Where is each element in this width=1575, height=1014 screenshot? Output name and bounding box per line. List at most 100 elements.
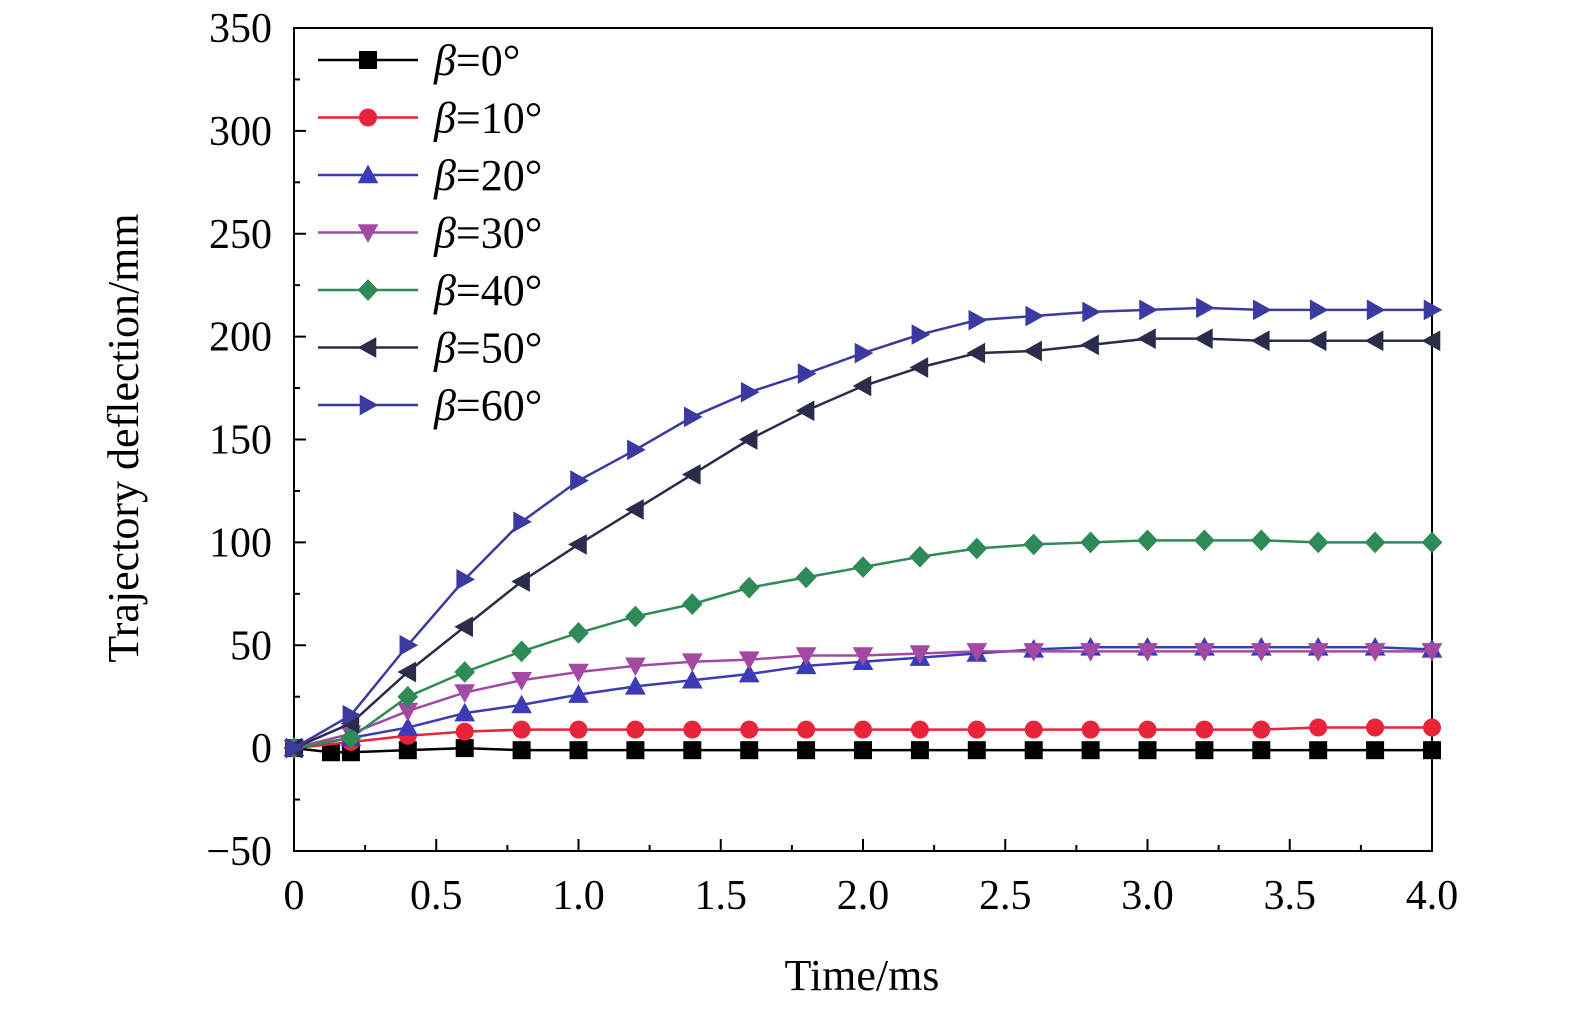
data-point: [910, 720, 929, 739]
data-point: [456, 569, 476, 590]
data-point: [1421, 531, 1443, 554]
data-point: [854, 720, 872, 739]
data-point: [738, 429, 758, 450]
data-point: [738, 576, 760, 599]
data-point: [967, 720, 986, 739]
series: [285, 297, 1443, 759]
x-tick-label: 1.5: [695, 873, 748, 919]
data-point: [852, 647, 874, 666]
data-point: [454, 684, 476, 703]
data-point: [1309, 299, 1329, 321]
data-point: [513, 511, 532, 533]
data-point: [909, 545, 931, 568]
data-point: [1250, 330, 1270, 352]
data-point: [1364, 330, 1384, 352]
series: [285, 739, 1441, 762]
data-point: [683, 720, 702, 739]
data-point: [569, 741, 588, 760]
data-point: [1423, 299, 1443, 321]
data-point: [797, 720, 816, 739]
x-tick-label: 2.0: [837, 873, 890, 919]
data-point: [909, 645, 931, 664]
data-point: [1137, 328, 1156, 350]
data-point: [512, 720, 531, 739]
data-point: [454, 616, 473, 638]
data-point: [1137, 529, 1158, 552]
series: [283, 643, 1443, 759]
x-tick-label: 3.0: [1121, 873, 1174, 919]
x-axis-title: Time/ms: [785, 951, 940, 1000]
data-point: [797, 741, 816, 760]
data-point: [681, 669, 703, 689]
data-point: [342, 704, 362, 726]
data-point: [1194, 328, 1213, 350]
legend-label: β=40°: [433, 266, 542, 315]
series-line: [293, 746, 1432, 754]
data-point: [795, 566, 817, 589]
data-point: [455, 722, 474, 741]
data-point: [321, 743, 340, 762]
data-point: [966, 342, 986, 364]
data-point: [852, 375, 872, 397]
data-point: [1023, 340, 1042, 362]
data-point: [909, 357, 929, 378]
x-tick-label: 0.5: [410, 873, 463, 919]
data-point: [568, 684, 589, 703]
data-point: [1307, 643, 1329, 662]
data-point: [1080, 334, 1099, 356]
data-point: [397, 685, 419, 708]
data-point: [1423, 718, 1441, 737]
data-point: [398, 741, 417, 760]
legend-item: β=30°: [318, 209, 542, 258]
data-point: [397, 717, 419, 736]
data-point: [511, 694, 532, 714]
data-point: [625, 676, 646, 695]
legend-item: β=10°: [318, 94, 542, 143]
data-point: [1252, 720, 1271, 739]
data-point: [512, 741, 531, 760]
data-point: [797, 363, 817, 385]
data-point: [399, 634, 419, 656]
legend-marker: [357, 337, 377, 358]
data-point: [1196, 297, 1215, 319]
data-point: [1309, 718, 1328, 737]
data-point: [1364, 643, 1386, 662]
legend-marker: [359, 51, 377, 69]
data-point: [397, 702, 419, 722]
data-point: [511, 671, 532, 691]
data-point: [1421, 330, 1441, 352]
data-point: [1024, 720, 1043, 739]
data-point: [568, 663, 589, 683]
data-point: [627, 439, 646, 461]
series: [283, 529, 1443, 759]
y-tick-label: 350: [209, 6, 272, 52]
data-point: [681, 593, 703, 615]
y-tick-label: 300: [209, 109, 272, 155]
data-point: [795, 400, 815, 422]
data-point: [1253, 299, 1272, 321]
data-point: [1024, 741, 1043, 760]
legend-item: β=40°: [318, 266, 542, 315]
data-point: [1252, 741, 1271, 760]
data-point: [511, 571, 530, 592]
data-point: [1081, 741, 1100, 760]
legend: β=0° β=10° β=20° β=30° β=40° β=50° β=60°: [318, 36, 542, 430]
data-point: [1023, 643, 1045, 662]
x-tick-label: 2.5: [979, 873, 1032, 919]
series-layer: [283, 297, 1443, 762]
x-tick-label: 4.0: [1406, 873, 1459, 919]
data-point: [1366, 741, 1385, 760]
legend-marker: [357, 164, 379, 184]
data-point: [625, 605, 646, 628]
legend-item: β=60°: [318, 381, 542, 430]
data-point: [626, 720, 645, 739]
data-point: [454, 661, 476, 683]
data-point: [568, 622, 589, 644]
legend-label: β=10°: [433, 94, 542, 143]
legend-marker: [357, 224, 379, 243]
data-point: [1307, 330, 1327, 352]
legend-label: β=50°: [433, 324, 542, 373]
legend-item: β=0°: [318, 36, 520, 85]
data-point: [1082, 301, 1101, 323]
y-tick-label: 150: [209, 418, 272, 464]
